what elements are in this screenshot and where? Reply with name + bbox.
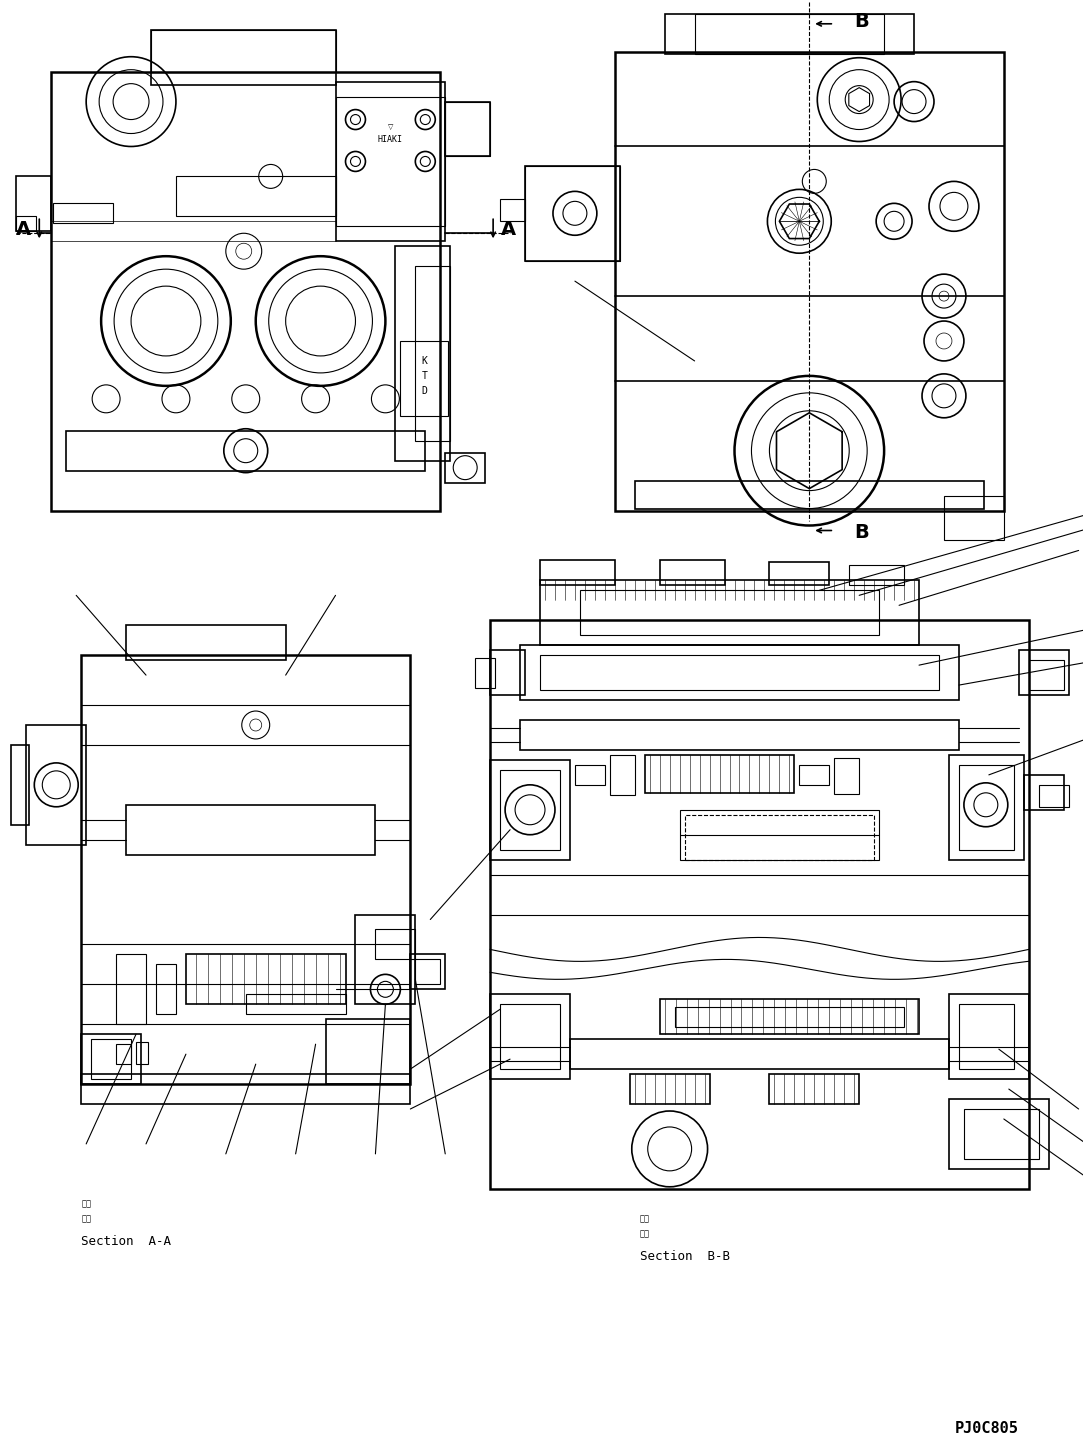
Bar <box>540 560 615 586</box>
Bar <box>580 590 879 635</box>
Bar <box>520 721 959 750</box>
Bar <box>660 560 724 586</box>
Bar <box>500 200 525 221</box>
Bar <box>446 453 486 483</box>
Bar <box>959 765 1014 849</box>
Bar <box>490 650 525 695</box>
Text: 断面: 断面 <box>81 1200 91 1208</box>
Bar <box>944 495 1004 541</box>
Bar <box>137 1042 149 1064</box>
Bar <box>16 216 36 232</box>
Bar <box>116 1045 131 1064</box>
Bar <box>645 755 795 793</box>
Bar <box>770 1074 860 1104</box>
Bar <box>91 1039 131 1079</box>
Bar <box>674 1007 904 1027</box>
Bar <box>959 1004 1014 1069</box>
Bar <box>446 101 490 156</box>
Bar <box>520 645 959 700</box>
Bar <box>53 204 113 223</box>
Bar <box>51 72 440 511</box>
Text: Section  B-B: Section B-B <box>640 1250 730 1263</box>
Bar <box>948 994 1029 1079</box>
Bar <box>396 246 450 460</box>
Bar <box>630 1074 710 1104</box>
Bar <box>400 341 449 415</box>
Bar <box>685 815 874 860</box>
Text: A: A <box>501 220 516 239</box>
Bar <box>525 166 620 262</box>
Bar <box>525 166 620 262</box>
Bar <box>81 655 411 1084</box>
Bar <box>176 177 336 216</box>
Text: T: T <box>422 370 427 381</box>
Bar <box>411 955 446 990</box>
Bar <box>799 765 829 784</box>
Text: Section  A-A: Section A-A <box>81 1236 171 1249</box>
Bar <box>490 760 570 860</box>
Bar <box>664 14 914 54</box>
Text: A: A <box>16 220 31 239</box>
Bar <box>186 955 346 1004</box>
Bar <box>1029 660 1063 690</box>
Bar <box>81 1035 141 1084</box>
Text: PJ0C805: PJ0C805 <box>955 1421 1019 1435</box>
Bar <box>849 566 904 586</box>
Bar <box>325 1019 411 1084</box>
Text: K: K <box>422 356 427 366</box>
Bar <box>126 805 375 855</box>
Bar <box>81 1074 411 1104</box>
Bar <box>770 563 829 586</box>
Bar <box>1019 650 1069 695</box>
Text: ▽: ▽ <box>388 123 393 130</box>
Bar <box>16 177 51 232</box>
Bar <box>635 480 984 508</box>
Bar <box>695 14 885 54</box>
Bar <box>336 97 446 226</box>
Bar <box>475 658 495 689</box>
Bar <box>490 994 570 1079</box>
Bar <box>540 655 939 690</box>
Bar <box>500 770 560 849</box>
Bar <box>66 431 425 470</box>
Bar <box>126 625 286 660</box>
Bar <box>246 994 346 1014</box>
Bar <box>116 955 146 1024</box>
Bar <box>615 52 1004 511</box>
Bar <box>151 30 336 84</box>
Bar <box>156 964 176 1014</box>
Bar <box>446 101 490 156</box>
Text: 断面: 断面 <box>640 1214 649 1223</box>
Bar <box>948 755 1023 860</box>
Bar <box>540 580 919 645</box>
Bar <box>500 1004 560 1069</box>
Bar <box>490 621 1029 1189</box>
Bar <box>1023 774 1063 810</box>
Bar <box>356 915 415 1004</box>
Bar <box>11 745 29 825</box>
Text: D: D <box>422 386 427 396</box>
Bar <box>575 765 605 784</box>
Bar <box>835 758 860 794</box>
Text: 方向: 方向 <box>640 1229 649 1239</box>
Bar <box>610 755 635 794</box>
Bar <box>336 81 446 242</box>
Bar <box>375 929 415 959</box>
Bar <box>26 725 86 845</box>
Text: 方向: 方向 <box>81 1214 91 1223</box>
Bar <box>948 1100 1048 1169</box>
Bar <box>964 1108 1038 1159</box>
Bar <box>415 266 450 441</box>
Bar <box>660 1000 919 1035</box>
Bar <box>1038 784 1069 807</box>
Bar <box>151 30 336 72</box>
Text: B: B <box>854 13 869 32</box>
Bar <box>415 959 440 984</box>
Bar <box>570 1039 948 1069</box>
Text: B: B <box>854 522 869 543</box>
Bar <box>680 810 879 860</box>
Text: HIAKI: HIAKI <box>378 135 403 145</box>
